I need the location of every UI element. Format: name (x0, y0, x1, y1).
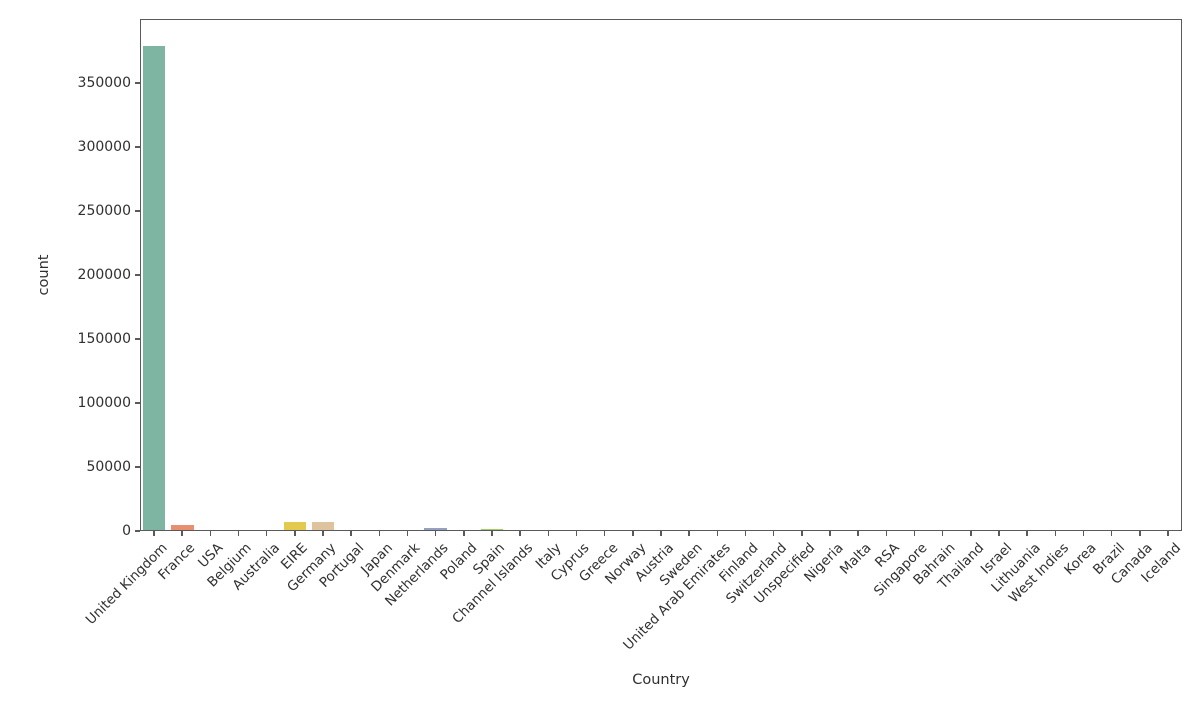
x-tick-mark (463, 531, 465, 536)
y-tick-mark (135, 530, 140, 532)
x-tick-mark (801, 531, 803, 536)
plot-area (140, 19, 1182, 531)
x-tick-mark (1026, 531, 1028, 536)
x-tick-mark (519, 531, 521, 536)
bar-netherlands (424, 527, 447, 531)
x-tick-label: United Kingdom (82, 540, 171, 628)
y-tick-mark (135, 82, 140, 84)
y-tick-label: 250000 (77, 203, 131, 219)
y-tick-mark (135, 210, 140, 212)
y-tick-label: 350000 (77, 75, 131, 91)
x-tick-mark (603, 531, 606, 536)
x-tick-mark (998, 531, 1000, 536)
x-tick-mark (970, 531, 972, 536)
x-tick-mark (1054, 531, 1057, 536)
x-tick-mark (885, 531, 888, 536)
x-tick-mark (688, 531, 690, 536)
x-tick-mark (1167, 531, 1169, 536)
x-tick-mark (632, 531, 634, 536)
x-tick-mark (744, 531, 747, 536)
y-tick-mark (135, 402, 140, 404)
x-tick-mark (941, 531, 944, 536)
x-tick-mark (1110, 531, 1113, 536)
y-tick-mark (135, 338, 140, 340)
y-tick-label: 150000 (77, 331, 131, 347)
x-tick-mark (350, 531, 352, 536)
bar-germany (311, 522, 335, 531)
y-tick-label: 50000 (86, 459, 131, 475)
x-axis-label: Country (632, 672, 690, 688)
x-tick-mark (829, 531, 831, 536)
x-tick-mark (434, 531, 437, 536)
x-tick-mark (294, 531, 296, 536)
bar-united-kingdom (142, 45, 166, 531)
x-tick-mark (772, 531, 775, 536)
y-tick-label: 0 (122, 523, 131, 539)
x-tick-mark (237, 531, 240, 536)
bar-france (171, 524, 194, 531)
x-tick-mark (857, 531, 859, 536)
x-tick-mark (660, 531, 662, 536)
x-tick-mark (716, 531, 719, 536)
x-tick-mark (322, 531, 324, 536)
y-tick-mark (135, 274, 140, 276)
x-tick-mark (406, 531, 409, 536)
x-tick-mark (378, 531, 381, 536)
x-tick-mark (209, 531, 212, 536)
y-tick-mark (135, 466, 140, 468)
x-tick-mark (153, 531, 155, 536)
x-tick-mark (265, 531, 268, 536)
x-tick-mark (547, 531, 550, 536)
y-axis-label: count (36, 254, 52, 296)
y-tick-label: 200000 (77, 267, 131, 283)
x-tick-mark (913, 531, 916, 536)
x-tick-mark (1139, 531, 1141, 536)
x-tick-label: Malta (836, 540, 875, 578)
x-tick-mark (575, 531, 578, 536)
y-tick-label: 300000 (77, 139, 131, 155)
y-tick-label: 100000 (77, 395, 131, 411)
y-tick-mark (135, 146, 140, 148)
bar-eire (283, 521, 307, 531)
x-tick-mark (1082, 531, 1085, 536)
x-tick-mark (491, 531, 493, 536)
x-tick-mark (181, 531, 183, 536)
